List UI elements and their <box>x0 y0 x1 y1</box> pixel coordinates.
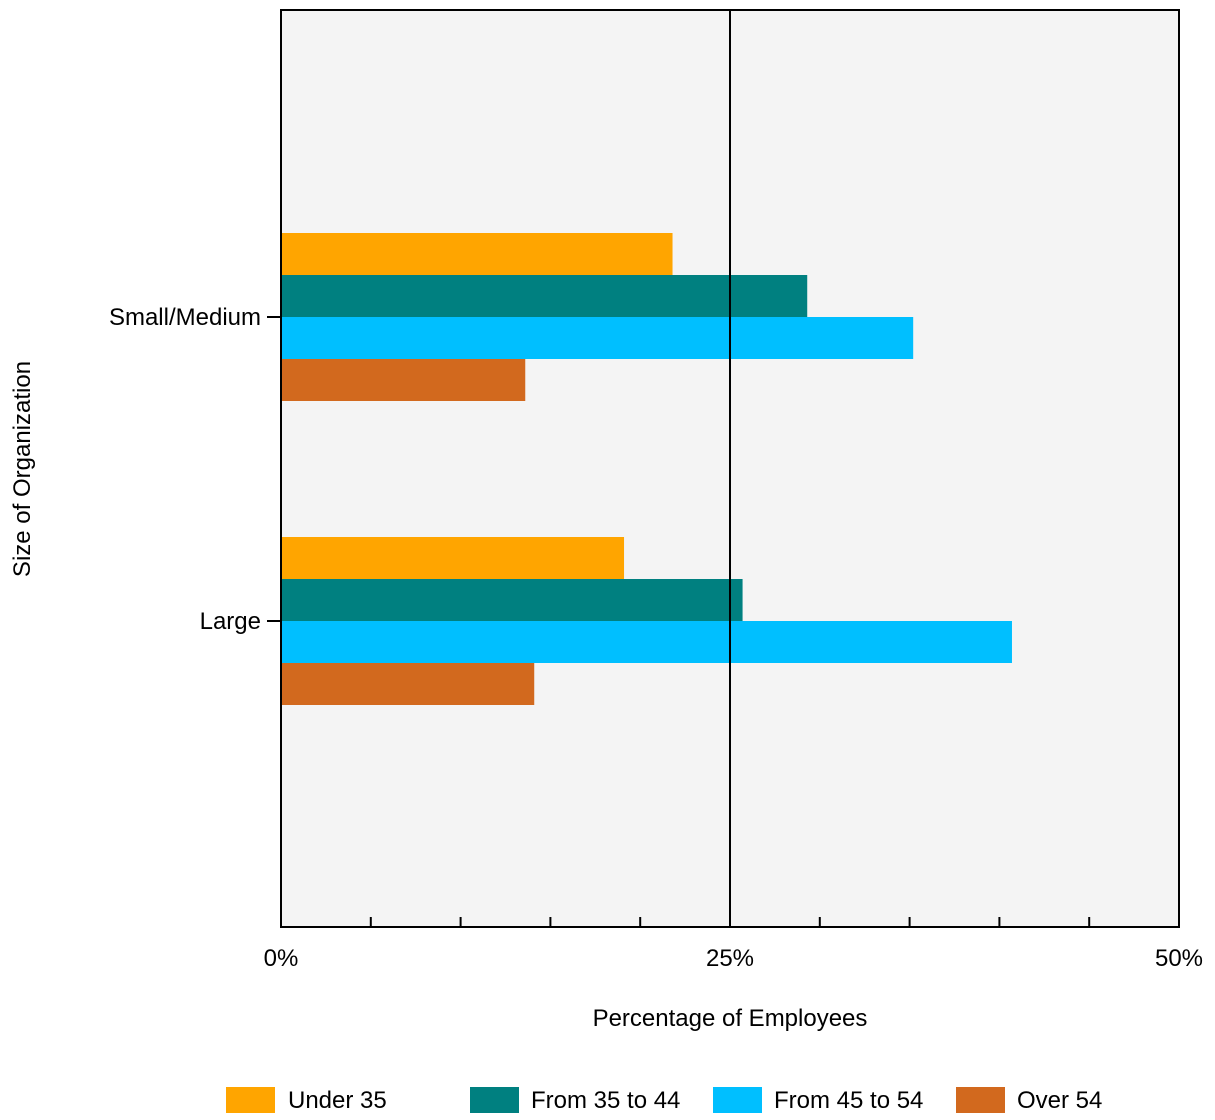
bar-from-45-to-54-small-medium <box>281 317 914 359</box>
legend-label: Over 54 <box>1017 1087 1102 1114</box>
legend-swatch <box>470 1087 519 1113</box>
legend-swatch <box>956 1087 1005 1113</box>
bar-over-54-small-medium <box>281 359 526 401</box>
bar-from-45-to-54-large <box>281 621 1012 663</box>
bars-layer <box>281 233 1012 705</box>
plot-border <box>280 9 1180 928</box>
bar-from-35-to-44-small-medium <box>281 275 808 317</box>
y-axis-title: Size of Organization <box>9 361 36 577</box>
legend-swatch <box>713 1087 762 1113</box>
x-tick-label: 0% <box>264 945 299 972</box>
y-tick-label: Large <box>200 608 261 635</box>
bar-under-35-large <box>281 537 625 579</box>
y-tick-label: Small/Medium <box>109 304 261 331</box>
x-tick-label: 50% <box>1155 945 1203 972</box>
x-tick-label: 25% <box>706 945 754 972</box>
legend-label: From 35 to 44 <box>531 1087 680 1114</box>
axis-layer: 0% 25% 50% Small/Medium Large <box>109 304 1203 972</box>
legend-label: From 45 to 54 <box>774 1087 923 1114</box>
legend-label: Under 35 <box>288 1087 387 1114</box>
legend: Under 35 From 35 to 44 From 45 to 54 Over 5… <box>226 1087 1102 1114</box>
bar-over-54-large <box>281 663 535 705</box>
bar-from-35-to-44-large <box>281 579 743 621</box>
x-axis-title: Percentage of Employees <box>593 1005 868 1032</box>
bar-under-35-small-medium <box>281 233 673 275</box>
legend-swatch <box>226 1087 275 1113</box>
